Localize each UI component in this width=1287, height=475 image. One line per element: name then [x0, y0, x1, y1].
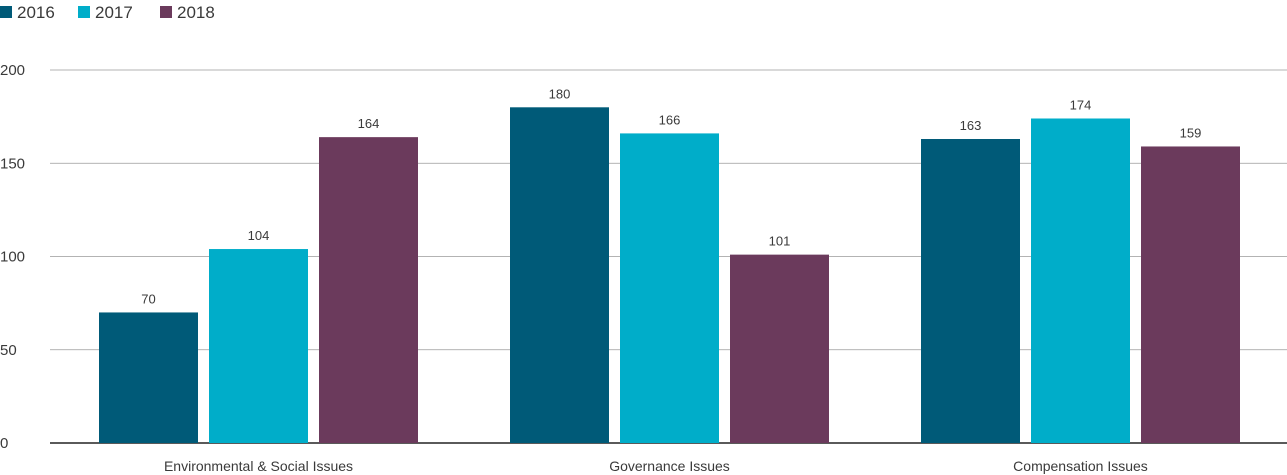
data-label-2016-2: 163 [960, 118, 982, 133]
bar-2016-1 [510, 107, 609, 444]
bar-2017-0 [209, 249, 308, 443]
y-tick-label-50: 50 [0, 342, 17, 359]
x-tick-label-2: Compensation Issues [1013, 458, 1148, 474]
bar-2018-0 [319, 137, 418, 443]
data-label-2017-1: 166 [659, 112, 681, 127]
data-label-2016-1: 180 [549, 86, 571, 101]
bar-2018-2 [1141, 146, 1240, 443]
data-label-2018-0: 164 [358, 116, 380, 131]
y-tick-label-100: 100 [0, 249, 25, 266]
y-tick-label-200: 200 [0, 62, 25, 79]
bar-data-labels: 70 104 164 180 166 101 163 174 159 [141, 86, 1201, 306]
bar-2018-1 [730, 254, 829, 443]
bar-2016-0 [99, 312, 198, 443]
legend-label-2018: 2018 [177, 3, 215, 22]
x-tick-label-1: Governance Issues [609, 458, 730, 474]
legend-swatch-2016 [0, 6, 12, 18]
y-axis-ticks: 0 50 100 150 200 [0, 62, 25, 452]
data-label-2018-2: 159 [1180, 125, 1202, 140]
bar-2017-1 [620, 133, 719, 443]
data-label-2017-2: 174 [1070, 97, 1092, 112]
data-label-2016-0: 70 [141, 291, 155, 306]
x-axis-ticks: Environmental & Social Issues Governance … [164, 458, 1148, 474]
chart-bars [99, 107, 1240, 444]
legend-swatch-2018 [160, 6, 172, 18]
chart-legend: 2016 2017 2018 [0, 3, 215, 22]
bar-2016-2 [921, 139, 1020, 443]
x-tick-label-0: Environmental & Social Issues [164, 458, 353, 474]
y-tick-label-0: 0 [0, 435, 8, 452]
data-label-2018-1: 101 [769, 234, 791, 249]
data-label-2017-0: 104 [248, 228, 270, 243]
legend-label-2017: 2017 [95, 3, 133, 22]
y-tick-label-150: 150 [0, 155, 25, 172]
legend-swatch-2017 [78, 6, 90, 18]
bar-2017-2 [1031, 118, 1130, 444]
legend-label-2016: 2016 [17, 3, 55, 22]
